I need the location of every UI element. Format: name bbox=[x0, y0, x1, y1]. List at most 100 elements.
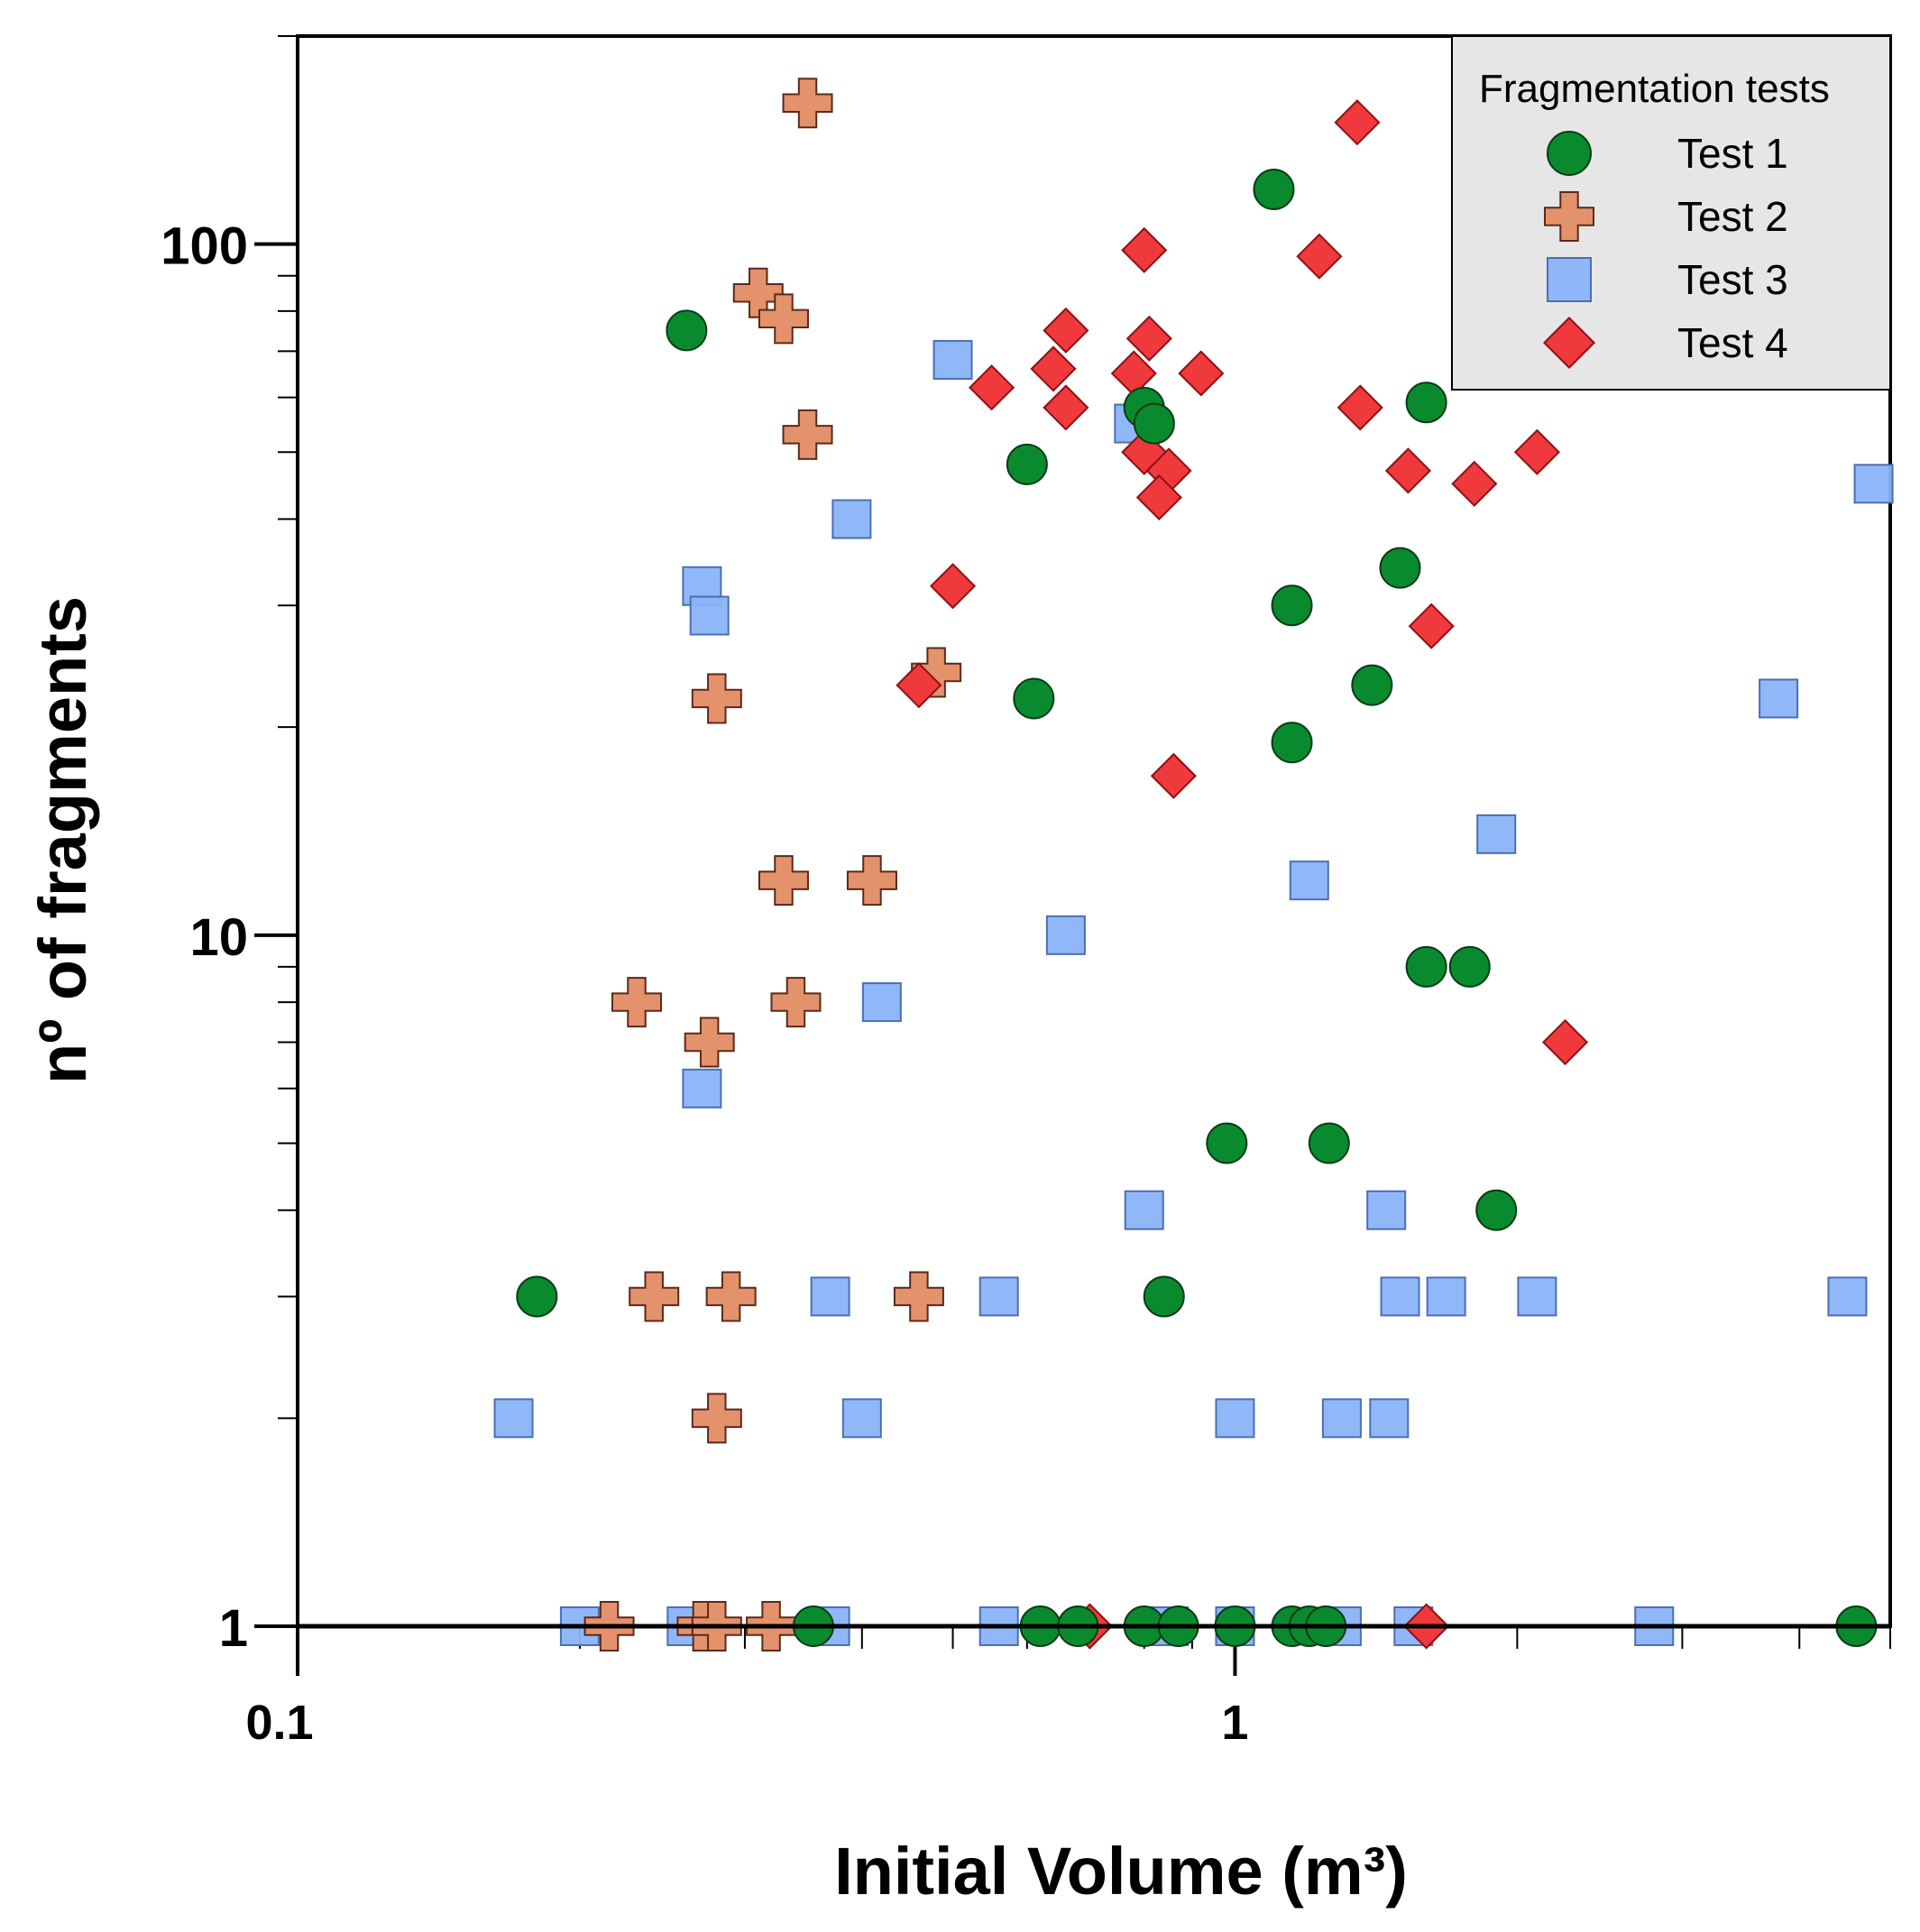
data-point bbox=[770, 977, 822, 1028]
data-point bbox=[1426, 1276, 1466, 1317]
data-point bbox=[758, 293, 809, 345]
legend-marker bbox=[1544, 191, 1594, 242]
data-point bbox=[1321, 1398, 1362, 1439]
legend-label: Test 3 bbox=[1677, 256, 1788, 303]
data-point bbox=[1451, 460, 1498, 507]
data-point bbox=[782, 78, 833, 129]
data-point bbox=[1043, 384, 1089, 431]
series-test-4 bbox=[896, 99, 1589, 1650]
data-point bbox=[782, 409, 833, 460]
data-point bbox=[1045, 915, 1086, 955]
data-point bbox=[1289, 860, 1329, 901]
legend-label: Test 2 bbox=[1677, 193, 1788, 240]
data-point bbox=[1513, 428, 1560, 475]
data-point bbox=[1475, 1189, 1518, 1231]
data-point bbox=[1517, 1276, 1557, 1317]
legend-label: Test 4 bbox=[1677, 319, 1788, 366]
data-point bbox=[846, 855, 897, 906]
y-tick-label: 10 bbox=[189, 908, 248, 967]
data-point bbox=[1124, 1190, 1164, 1230]
data-point bbox=[493, 1398, 534, 1439]
data-point bbox=[1337, 384, 1383, 431]
data-point bbox=[1030, 345, 1077, 392]
data-point bbox=[1253, 168, 1295, 210]
data-point bbox=[896, 662, 942, 709]
x-tick-label: 1 bbox=[1221, 1696, 1248, 1750]
data-point bbox=[1178, 350, 1225, 397]
axis-ticks: 1 10 100 0.1 1 bbox=[161, 35, 1891, 1750]
data-point bbox=[932, 339, 973, 380]
data-point bbox=[1334, 99, 1381, 146]
legend-label: Test 1 bbox=[1677, 130, 1788, 177]
data-point bbox=[691, 1393, 742, 1444]
data-point bbox=[1043, 307, 1089, 354]
data-point bbox=[1405, 382, 1447, 424]
y-tick-label: 100 bbox=[161, 217, 248, 276]
data-point bbox=[861, 982, 902, 1023]
data-point bbox=[1380, 1276, 1420, 1317]
data-point bbox=[893, 1271, 944, 1322]
series-test-1 bbox=[516, 168, 1878, 1647]
data-point bbox=[684, 1017, 735, 1068]
legend-item: Test 3 bbox=[1547, 256, 1788, 303]
legend-box bbox=[1451, 35, 1891, 391]
data-point bbox=[1408, 603, 1455, 649]
data-point bbox=[1759, 678, 1799, 719]
data-point bbox=[1150, 752, 1197, 799]
data-point bbox=[1271, 722, 1313, 764]
data-point bbox=[1206, 1122, 1248, 1164]
data-point bbox=[1271, 584, 1313, 627]
y-tick-label: 1 bbox=[219, 1599, 248, 1658]
data-point bbox=[969, 364, 1015, 411]
data-point bbox=[1125, 315, 1172, 362]
data-point bbox=[841, 1398, 882, 1439]
data-point bbox=[1384, 447, 1431, 494]
data-point bbox=[1296, 233, 1343, 280]
data-point bbox=[611, 977, 662, 1028]
data-point bbox=[1006, 443, 1048, 485]
data-point bbox=[1366, 1190, 1407, 1230]
data-point bbox=[1215, 1398, 1255, 1439]
data-point bbox=[1013, 677, 1055, 720]
data-point bbox=[831, 499, 872, 539]
data-point bbox=[978, 1276, 1019, 1317]
data-point bbox=[1369, 1398, 1410, 1439]
data-point bbox=[1143, 1275, 1185, 1318]
data-point bbox=[1405, 945, 1447, 988]
data-point bbox=[1541, 1018, 1589, 1066]
data-point bbox=[1121, 428, 1168, 475]
data-point bbox=[1308, 1122, 1350, 1164]
data-point bbox=[689, 595, 730, 636]
legend-items: Test 1 Test 2 Test 3 Test 4 bbox=[1542, 130, 1788, 370]
data-point bbox=[1135, 474, 1182, 521]
data-point bbox=[929, 563, 977, 610]
data-point bbox=[1133, 402, 1175, 445]
x-axis-title: Initial Volume (m³) bbox=[834, 1834, 1408, 1909]
y-axis-title: nº of fragments bbox=[25, 596, 100, 1084]
data-point bbox=[1827, 1276, 1868, 1317]
data-point bbox=[705, 1271, 757, 1322]
data-point bbox=[666, 309, 708, 352]
legend-item: Test 2 bbox=[1544, 191, 1788, 242]
data-point bbox=[682, 1068, 722, 1109]
legend-item: Test 4 bbox=[1542, 316, 1788, 370]
legend-marker bbox=[1547, 131, 1592, 176]
legend-marker bbox=[1547, 257, 1592, 302]
x-tick-label: 0.1 bbox=[245, 1696, 313, 1750]
data-point bbox=[629, 1271, 680, 1322]
data-point bbox=[1121, 226, 1168, 273]
data-point bbox=[1476, 814, 1517, 854]
legend-item: Test 1 bbox=[1547, 130, 1788, 177]
data-point bbox=[810, 1276, 850, 1317]
data-point bbox=[1853, 464, 1894, 504]
data-point bbox=[911, 647, 962, 698]
data-point bbox=[516, 1275, 558, 1318]
legend-title: Fragmentation tests bbox=[1479, 67, 1830, 111]
data-point bbox=[758, 855, 809, 906]
data-point bbox=[1448, 945, 1491, 988]
data-point bbox=[691, 673, 742, 724]
data-point bbox=[1351, 664, 1393, 706]
data-point bbox=[1379, 547, 1421, 589]
